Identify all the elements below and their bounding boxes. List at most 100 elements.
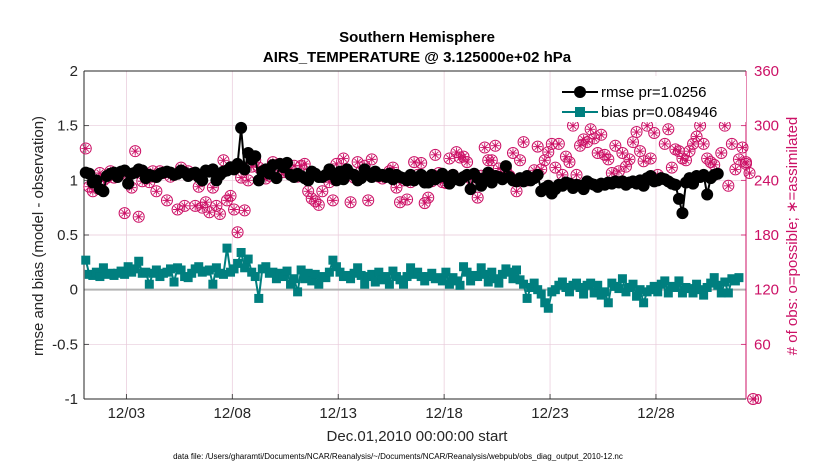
bias-point	[579, 289, 589, 299]
bias-point	[522, 293, 532, 303]
obs-assimilated-point	[208, 183, 218, 193]
bias-point	[141, 267, 151, 277]
rmse-point	[676, 207, 689, 220]
obs-assimilated-point	[173, 204, 183, 214]
legend: rmse pr=1.0256 bias pr=0.084946	[558, 76, 746, 122]
bias-point	[688, 288, 698, 298]
x-tick-label: 12/03	[108, 405, 146, 422]
rmse-point	[281, 156, 294, 169]
bias-point	[236, 247, 246, 257]
obs-possible-point	[210, 199, 223, 212]
obs-assimilated-point	[575, 141, 585, 151]
y-left-tick-label: -0.5	[52, 336, 78, 353]
obs-possible-point	[690, 130, 703, 143]
obs-possible-point	[602, 153, 615, 166]
obs-assimilated-point	[473, 193, 483, 203]
rmse-point	[196, 174, 209, 187]
bias-point	[151, 265, 161, 275]
legend-bias-label: bias pr=0.084946	[601, 104, 717, 121]
obs-possible-point	[725, 137, 738, 150]
obs-assimilated-point	[120, 208, 130, 218]
obs-possible-point	[150, 185, 163, 198]
obs-possible-point	[408, 156, 421, 169]
bias-point	[134, 256, 144, 266]
obs-assimilated-point	[568, 121, 578, 131]
obs-assimilated-point	[462, 157, 472, 167]
obs-assimilated-point	[197, 203, 207, 213]
bias-point	[487, 267, 497, 277]
bias-point	[120, 269, 130, 279]
obs-assimilated-point	[561, 152, 571, 162]
bias-point	[229, 264, 239, 274]
rmse-point	[672, 192, 685, 205]
obs-assimilated-point	[346, 197, 356, 207]
bias-point	[406, 263, 416, 273]
bias-point	[639, 298, 649, 308]
obs-assimilated-point	[490, 141, 500, 151]
obs-assimilated-point	[621, 162, 631, 172]
obs-assimilated-point	[247, 162, 257, 172]
obs-assimilated-point	[180, 201, 190, 211]
x-tick-label: 12/08	[214, 405, 252, 422]
obs-assimilated-point	[444, 153, 454, 163]
bias-point	[95, 272, 105, 282]
obs-assimilated-point	[215, 209, 225, 219]
bias-point	[271, 274, 281, 284]
obs-assimilated-point	[201, 197, 211, 207]
bias-point	[98, 263, 108, 273]
bias-point	[331, 262, 341, 272]
bias-point	[286, 279, 296, 289]
obs-assimilated-point	[685, 146, 695, 156]
obs-possible-point	[542, 146, 555, 159]
rmse-point	[249, 150, 262, 163]
rmse-point	[238, 163, 251, 176]
bias-point	[293, 287, 303, 297]
obs-assimilated-point	[734, 154, 744, 164]
y-right-tick-label: 180	[754, 227, 779, 244]
bias-point	[233, 258, 243, 268]
obs-assimilated-point	[515, 155, 525, 165]
y-left-tick-label: 2	[70, 63, 78, 80]
bias-point	[399, 279, 409, 289]
bias-point	[278, 272, 288, 282]
rmse-point	[122, 177, 135, 190]
bias-point	[166, 264, 176, 274]
obs-possible-point	[697, 137, 710, 150]
legend-rmse-label: rmse pr=1.0256	[601, 84, 706, 101]
legend-box	[558, 76, 746, 122]
obs-possible-point	[595, 128, 608, 141]
obs-assimilated-point	[307, 194, 317, 204]
obs-possible-point	[531, 140, 544, 153]
rmse-point	[464, 183, 477, 196]
obs-assimilated-point	[628, 137, 638, 147]
bias-point	[699, 290, 709, 300]
obs-assimilated-point	[632, 127, 642, 137]
obs-assimilated-point	[243, 175, 253, 185]
obs-assimilated-point	[543, 147, 553, 157]
obs-assimilated-point	[508, 148, 518, 158]
obs-possible-point	[401, 193, 414, 206]
obs-assimilated-point	[236, 173, 246, 183]
obs-assimilated-point	[300, 159, 310, 169]
bias-point	[314, 279, 324, 289]
bias-point	[427, 268, 437, 278]
rmse-point	[669, 178, 682, 191]
obs-assimilated-point	[582, 137, 592, 147]
chart-subtitle: AIRS_TEMPERATURE @ 3.125000e+02 hPa	[263, 49, 572, 66]
bias-point	[713, 280, 723, 290]
obs-assimilated-point	[218, 155, 228, 165]
obs-assimilated-point	[727, 139, 737, 149]
obs-assimilated-point	[745, 168, 755, 178]
obs-assimilated-point	[720, 121, 730, 131]
bias-point	[462, 267, 472, 277]
obs-assimilated-point	[533, 142, 543, 152]
obs-assimilated-point	[451, 147, 461, 157]
obs-possible-point	[581, 136, 594, 149]
bias-point	[204, 265, 214, 275]
obs-possible-point	[662, 123, 675, 136]
obs-assimilated-point	[596, 130, 606, 140]
obs-possible-point	[305, 192, 318, 205]
obs-possible-point	[316, 185, 329, 198]
bias-point	[303, 268, 313, 278]
obs-possible-point	[736, 141, 749, 154]
